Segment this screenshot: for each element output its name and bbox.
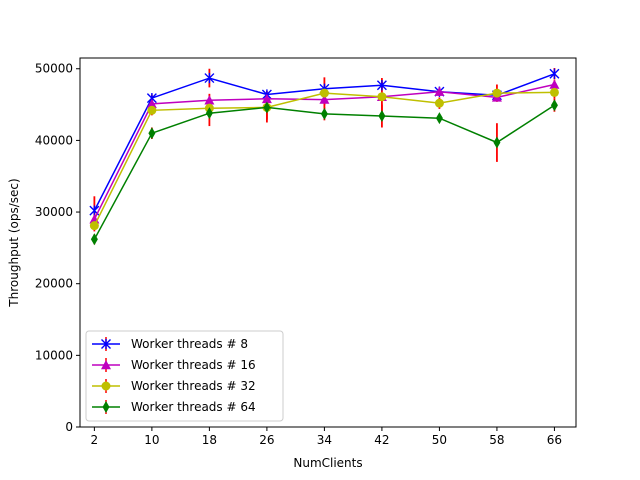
data-point	[204, 95, 215, 105]
x-tick-label: 50	[432, 433, 447, 447]
x-tick-label: 42	[374, 433, 389, 447]
data-point	[493, 136, 501, 149]
data-point	[148, 127, 156, 140]
legend-marker	[101, 381, 111, 391]
legend-label: Worker threads # 8	[131, 337, 248, 351]
data-point	[435, 112, 443, 125]
series-2	[89, 79, 560, 224]
series-4	[90, 99, 558, 246]
data-point	[261, 93, 272, 104]
data-point	[319, 88, 329, 98]
data-point	[434, 98, 444, 108]
y-axis-label: Throughput (ops/sec)	[7, 178, 21, 307]
series-3	[89, 87, 559, 231]
data-point	[378, 110, 386, 123]
data-point	[205, 107, 213, 120]
x-tick-label: 34	[317, 433, 332, 447]
data-point	[146, 98, 157, 109]
legend-item: Worker threads # 64	[92, 400, 256, 414]
plot-frame	[79, 57, 577, 428]
x-tick-label: 2	[91, 433, 99, 447]
data-point	[549, 68, 560, 79]
legend-label: Worker threads # 16	[131, 358, 256, 372]
data-point	[147, 105, 157, 115]
y-tick-label: 50000	[35, 62, 73, 76]
data-point	[549, 79, 560, 89]
x-tick-label: 66	[547, 433, 562, 447]
data-point	[549, 87, 559, 97]
x-axis-label: NumClients	[293, 456, 362, 470]
legend-marker	[102, 401, 110, 413]
legend: Worker threads # 8 Worker threads # 16 Wor…	[85, 330, 284, 422]
y-axis: 0 10000 20000 30000 40000 50000	[35, 62, 80, 434]
legend-item: Worker threads # 16	[92, 358, 256, 372]
series-line	[93, 104, 555, 240]
legend-marker	[101, 360, 111, 370]
legend-item: Worker threads # 32	[92, 379, 256, 393]
data-point	[550, 99, 558, 112]
data-point	[90, 233, 98, 246]
x-axis: 2 10 18 26 34 42 50 58 66	[91, 427, 562, 447]
data-point	[320, 107, 328, 120]
legend-item: Worker threads # 8	[92, 337, 248, 351]
data-point	[204, 72, 215, 84]
data-point	[377, 92, 387, 102]
legend-marker	[101, 338, 111, 350]
y-tick-label: 10000	[35, 348, 73, 362]
data-point	[263, 101, 271, 114]
y-tick-label: 40000	[35, 133, 73, 147]
y-tick-label: 20000	[35, 277, 73, 291]
legend-box	[85, 330, 284, 422]
x-tick-label: 26	[259, 433, 274, 447]
x-tick-label: 18	[202, 433, 217, 447]
y-tick-label: 30000	[35, 205, 73, 219]
data-point	[89, 221, 99, 231]
data-point	[319, 94, 330, 104]
data-point	[492, 88, 502, 98]
legend-label: Worker threads # 64	[131, 400, 256, 414]
x-tick-label: 58	[489, 433, 504, 447]
data-point	[434, 86, 445, 96]
y-tick-label: 0	[65, 420, 73, 434]
legend-label: Worker threads # 32	[131, 379, 256, 393]
x-tick-label: 10	[144, 433, 159, 447]
data-point	[376, 80, 387, 91]
series-lines	[89, 68, 560, 246]
